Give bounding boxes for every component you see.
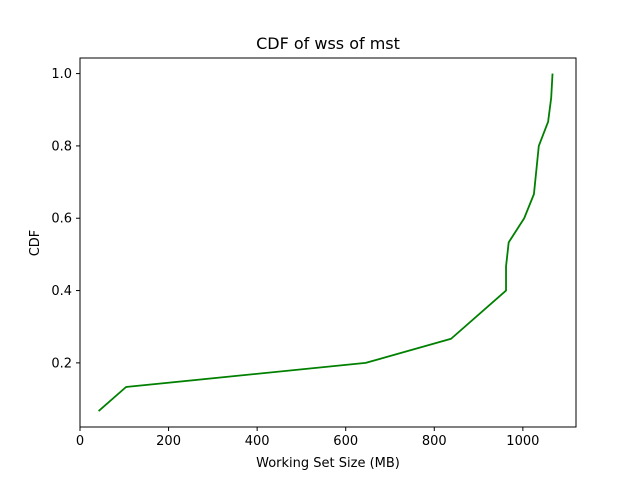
y-axis-ticks: 0.2 0.4 0.6 0.8 1.0 [51,67,80,371]
y-axis-label: CDF [28,230,43,257]
chart-title: CDF of wss of mst [256,34,400,53]
cdf-series-line [98,73,554,412]
x-tick-label: 800 [422,434,447,449]
y-tick-label: 0.6 [51,212,72,227]
y-tick-label: 0.8 [51,139,72,154]
x-tick-label: 400 [245,434,270,449]
y-tick-label: 0.4 [51,284,72,299]
x-tick-label: 200 [156,434,181,449]
x-tick-label: 1000 [506,434,539,449]
x-axis-ticks: 0 200 400 600 800 1000 [76,427,539,449]
x-tick-label: 0 [76,434,84,449]
y-tick-label: 1.0 [51,67,72,82]
x-tick-label: 600 [333,434,358,449]
plot-area [98,73,554,412]
axes-frame [79,57,577,428]
y-tick-label: 0.2 [51,356,72,371]
x-axis-label: Working Set Size (MB) [256,456,400,471]
